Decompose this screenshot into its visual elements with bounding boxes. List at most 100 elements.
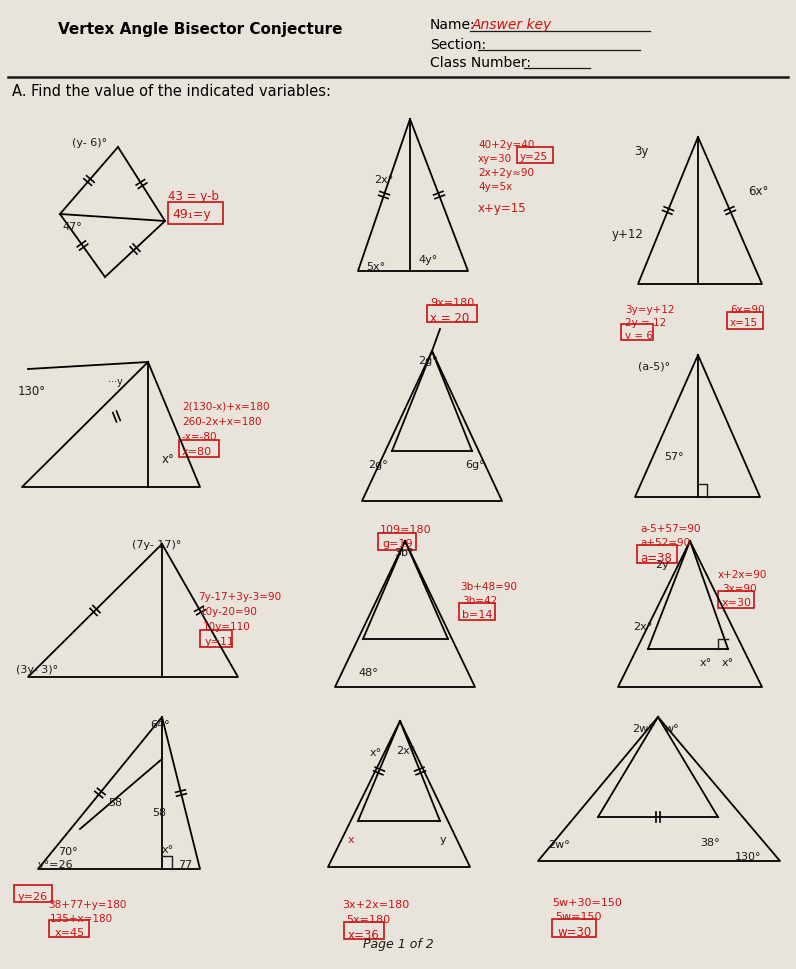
Bar <box>459 604 495 620</box>
Text: 135+x=180: 135+x=180 <box>50 913 113 923</box>
Text: 4y°: 4y° <box>418 255 437 265</box>
Text: x=80: x=80 <box>182 447 212 456</box>
Text: (3y- 3)°: (3y- 3)° <box>16 665 58 674</box>
Text: 58: 58 <box>108 797 122 807</box>
Text: (y- 6)°: (y- 6)° <box>72 138 107 148</box>
Bar <box>637 546 677 563</box>
Text: a-5+57=90: a-5+57=90 <box>640 523 700 534</box>
Text: 2(130-x)+x=180: 2(130-x)+x=180 <box>182 401 270 412</box>
Text: x = 20: x = 20 <box>430 312 470 325</box>
Text: x=15: x=15 <box>730 318 758 328</box>
Text: y+12: y+12 <box>612 228 644 240</box>
Text: 3x=90: 3x=90 <box>722 583 757 593</box>
Text: x+y=15: x+y=15 <box>478 202 527 215</box>
Text: 109=180: 109=180 <box>380 524 431 535</box>
Text: Answer key: Answer key <box>472 18 552 32</box>
Text: Name:: Name: <box>430 18 476 32</box>
Text: 3b=42: 3b=42 <box>462 595 498 606</box>
Text: 10y=110: 10y=110 <box>203 621 251 632</box>
Text: 43 = y-b: 43 = y-b <box>168 190 219 203</box>
Text: x°: x° <box>162 453 175 465</box>
Text: 64°: 64° <box>150 719 170 730</box>
Text: x°: x° <box>722 657 734 668</box>
Text: 2w°: 2w° <box>548 839 570 849</box>
Text: x+2x=90: x+2x=90 <box>718 570 767 579</box>
Text: y=26: y=26 <box>18 891 48 901</box>
Text: 47°: 47° <box>62 222 82 232</box>
Text: x°: x° <box>370 747 382 757</box>
Text: 6g°: 6g° <box>465 459 485 470</box>
Text: 48°: 48° <box>358 668 378 677</box>
Text: 2y: 2y <box>655 559 669 570</box>
Text: 70°: 70° <box>58 846 78 857</box>
Bar <box>344 922 384 939</box>
Text: 4y=5x: 4y=5x <box>478 182 513 192</box>
Text: w°: w° <box>665 723 680 734</box>
Text: x=36: x=36 <box>348 928 380 941</box>
Text: 49₁=y: 49₁=y <box>172 207 211 221</box>
Text: y=25: y=25 <box>520 152 548 162</box>
Text: 3b°: 3b° <box>394 547 413 557</box>
Text: 2x+2y≈90: 2x+2y≈90 <box>478 168 534 178</box>
Text: 2y = 12: 2y = 12 <box>625 318 666 328</box>
Text: 40+2y=40: 40+2y=40 <box>478 140 534 150</box>
Text: 3y=y+12: 3y=y+12 <box>625 304 674 315</box>
Text: y=11: y=11 <box>205 637 235 646</box>
Text: 2g°: 2g° <box>368 459 388 470</box>
Text: x: x <box>348 834 355 844</box>
Text: Vertex Angle Bisector Conjecture: Vertex Angle Bisector Conjecture <box>58 22 342 37</box>
Text: (7y- 17)°: (7y- 17)° <box>132 540 181 549</box>
Bar <box>200 631 232 647</box>
Bar <box>621 325 653 341</box>
Bar <box>718 591 754 609</box>
Bar <box>49 920 89 937</box>
Text: Section:: Section: <box>430 38 486 52</box>
Text: 130°: 130° <box>18 385 46 397</box>
Text: 5x=180: 5x=180 <box>346 914 390 924</box>
Text: 5x°: 5x° <box>366 262 385 271</box>
Text: 10y-20=90: 10y-20=90 <box>200 607 258 616</box>
Text: y = 6: y = 6 <box>625 330 653 341</box>
Bar <box>168 203 223 225</box>
Text: 5w+30=150: 5w+30=150 <box>552 897 622 907</box>
Text: 2x°: 2x° <box>633 621 652 632</box>
Text: 5w=150: 5w=150 <box>555 911 602 922</box>
Text: 58: 58 <box>152 807 166 817</box>
Text: x=45: x=45 <box>55 927 85 937</box>
Text: 3x+2x=180: 3x+2x=180 <box>342 899 409 909</box>
Text: ···y: ···y <box>108 377 123 387</box>
Text: 38°: 38° <box>700 837 720 847</box>
Text: 2w°: 2w° <box>632 723 654 734</box>
Text: 77: 77 <box>178 860 193 869</box>
Text: 3b+48=90: 3b+48=90 <box>460 581 517 591</box>
Text: 7y-17+3y-3=90: 7y-17+3y-3=90 <box>198 591 281 602</box>
Text: w=30: w=30 <box>558 925 592 938</box>
Text: 57°: 57° <box>664 452 684 461</box>
Text: 260-2x+x=180: 260-2x+x=180 <box>182 417 262 426</box>
Text: A. Find the value of the indicated variables:: A. Find the value of the indicated varia… <box>12 84 331 99</box>
Text: 38+77+y=180: 38+77+y=180 <box>48 899 127 909</box>
Bar <box>378 534 416 550</box>
Text: y: y <box>440 834 447 844</box>
Bar <box>517 148 553 164</box>
Text: Page 1 of 2: Page 1 of 2 <box>363 937 433 950</box>
Bar <box>427 305 477 323</box>
Text: 3y: 3y <box>634 144 649 158</box>
Text: b=14: b=14 <box>462 610 493 619</box>
Text: a=38: a=38 <box>640 551 672 564</box>
Text: a+52=90: a+52=90 <box>640 538 690 547</box>
Bar <box>14 885 52 902</box>
Text: 6x°: 6x° <box>748 185 768 198</box>
Text: (a-5)°: (a-5)° <box>638 361 670 372</box>
Text: 2x°: 2x° <box>396 745 416 755</box>
Text: 9x=180: 9x=180 <box>430 297 474 308</box>
Text: 2x°: 2x° <box>374 174 393 185</box>
Bar <box>552 919 596 937</box>
Text: 130°: 130° <box>735 851 762 861</box>
Text: x=30: x=30 <box>722 597 752 608</box>
Text: 6x=90: 6x=90 <box>730 304 765 315</box>
Text: xy=30: xy=30 <box>478 154 512 164</box>
Bar <box>179 441 219 457</box>
Text: y°=26: y°=26 <box>38 860 73 869</box>
Text: -x=-80: -x=-80 <box>182 431 217 442</box>
